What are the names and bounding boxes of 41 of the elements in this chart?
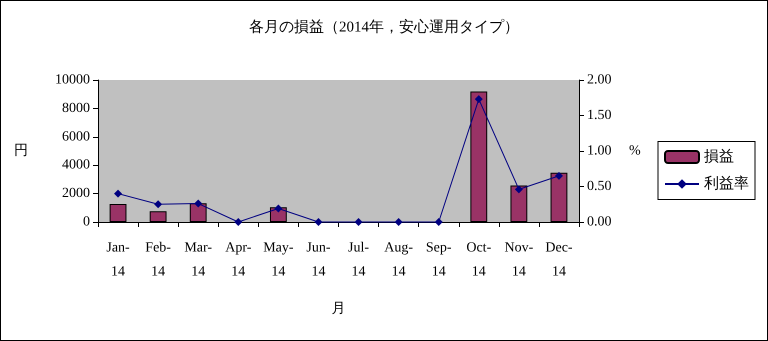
x-tick-label: Aug- 14: [384, 240, 414, 280]
y2-tick-label: 1.00: [587, 144, 612, 158]
y-tick-label: 0: [83, 214, 90, 230]
x-tick-label: Sep- 14: [426, 240, 452, 280]
point: [234, 218, 242, 226]
point: [394, 218, 403, 226]
y2-tick-label: 2.00: [587, 72, 612, 88]
y2-tick-label: 0.00: [587, 214, 612, 230]
point: [154, 200, 162, 208]
y-axis-title: 円: [14, 144, 28, 158]
legend-label: 損益: [704, 148, 734, 165]
point: [434, 218, 443, 226]
x-tick-label: Nov- 14: [504, 240, 534, 280]
point: [474, 95, 483, 104]
point: [314, 218, 322, 226]
y-tick-label: 10000: [55, 72, 90, 88]
x-tick-label: Jul- 14: [348, 240, 370, 280]
chart-title: 各月の損益（2014年，安心運用タイプ）: [249, 18, 519, 36]
x-axis-title: 月: [332, 302, 346, 316]
x-tick-label: Dec- 14: [545, 240, 573, 280]
point: [554, 172, 563, 180]
y-tick-label: 4000: [62, 158, 90, 173]
x-tick-label: Apr- 14: [225, 240, 252, 280]
point: [194, 200, 202, 208]
y2-axis-title: %: [629, 144, 641, 158]
x-tick-label: Oct- 14: [466, 240, 492, 280]
x-tick-label: Mar- 14: [184, 240, 212, 280]
x-tick-label: Feb- 14: [145, 240, 172, 280]
point: [514, 185, 523, 194]
x-tick-label: May- 14: [263, 240, 294, 280]
y-tick-label: 6000: [62, 129, 90, 144]
y2-tick-label: 0.50: [587, 179, 612, 194]
x-tick-label: Jun- 14: [306, 240, 331, 280]
x-tick-label: Jan- 14: [106, 240, 130, 280]
point: [274, 204, 282, 213]
y-tick-label: 8000: [62, 100, 90, 116]
point: [114, 190, 122, 198]
y-tick-label: 2000: [62, 186, 90, 202]
point: [354, 218, 363, 226]
legend-label: 利益率: [704, 175, 749, 192]
y2-tick-label: 1.50: [587, 108, 612, 123]
